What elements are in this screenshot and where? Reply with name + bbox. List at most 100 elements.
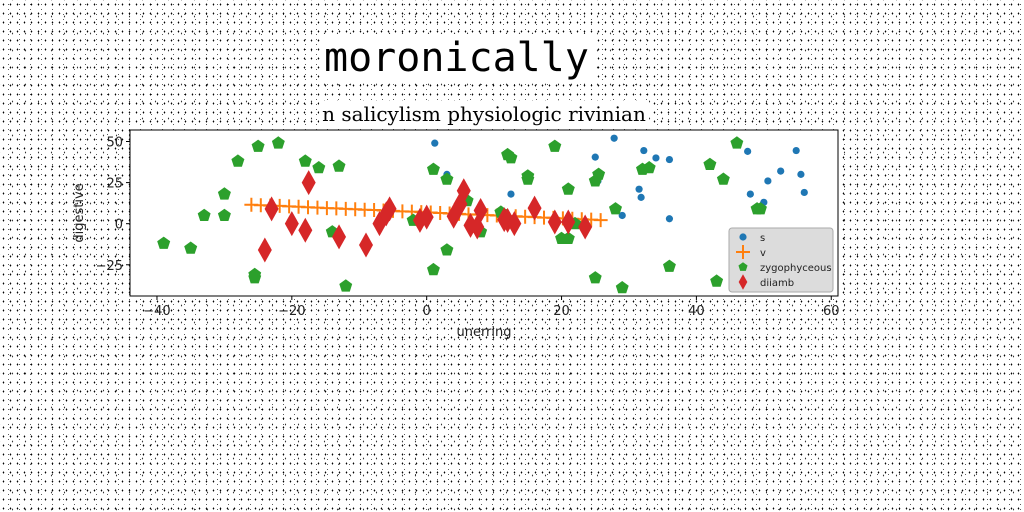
data-point [332,159,346,172]
data-point [777,167,785,175]
data-point [764,177,772,185]
data-point [548,139,562,152]
figure-title: moronically [320,34,593,82]
legend-marker [739,233,747,241]
data-point [635,185,643,193]
data-point [197,208,211,221]
data-point [703,157,717,170]
data-point [264,196,279,222]
data-point [652,154,660,162]
data-point [637,193,645,201]
data-point [665,155,674,164]
data-point [456,178,471,204]
data-point [298,154,312,167]
legend: sv zygophyceous diiamb [728,227,834,293]
data-point [507,190,515,198]
data-point [710,274,724,287]
legend-label: s [760,233,765,244]
data-point [578,214,593,240]
data-point [419,204,434,230]
data-point [184,241,198,254]
x-axis: −40 −20 0 20 40 60 [143,296,840,319]
data-point [217,187,231,200]
x-tick-label: 20 [553,304,570,319]
y-axis-label: digestive [72,183,87,242]
data-point [800,188,808,197]
legend-marker [736,245,750,259]
data-point [473,198,488,224]
chart-title-bg [319,101,649,127]
plot-area [129,129,839,297]
data-point [248,271,262,284]
data-point [642,161,656,174]
y-tick-label: −25 [96,259,123,274]
series-zygophyceous [157,136,767,294]
legend-item: v [736,245,766,259]
data-point [618,211,626,220]
data-point [440,172,454,185]
data-point [746,190,754,198]
data-point [359,232,373,258]
data-point [231,154,245,167]
data-point [665,215,674,223]
data-marks [157,134,808,294]
data-point [427,262,440,276]
data-point [427,162,440,175]
legend-marker [738,262,748,271]
data-point [592,167,606,180]
data-point [792,146,800,155]
legend-item: zygophyceous [738,262,832,274]
data-point [610,134,618,142]
x-axis-label: unerring [456,325,511,340]
data-point [251,139,265,152]
data-point [332,224,347,250]
legend-item: s [739,233,765,244]
data-point [640,146,648,155]
data-point [797,170,805,178]
data-point [591,153,599,161]
x-tick-label: 0 [423,304,431,319]
data-point [271,136,285,149]
data-point [284,211,299,237]
data-point [527,195,542,221]
data-point [440,243,454,256]
legend-box [728,227,834,293]
y-tick-label: 25 [106,177,123,192]
data-point [157,236,171,249]
y-axis: −25 0 25 50 [96,136,130,274]
data-point [504,151,518,164]
data-point [754,202,767,215]
series-diiamb [257,170,593,263]
x-tick-label: 60 [823,304,840,319]
legend-label: zygophyceous [760,263,832,274]
data-point [507,211,522,237]
data-point [257,237,272,263]
data-point [217,208,231,221]
y-tick-label: 50 [106,136,123,151]
data-point [561,182,575,195]
data-point [744,147,752,155]
data-point [716,172,730,185]
data-point [547,209,562,235]
legend-label: diiamb [760,278,794,289]
data-point [339,279,353,292]
data-point [312,161,326,174]
data-point [301,170,316,196]
data-point [521,169,535,182]
data-point [298,217,313,243]
data-point [561,231,575,244]
x-tick-label: −40 [143,304,170,319]
data-point [615,281,629,294]
data-point [730,136,744,149]
data-point [382,196,397,222]
x-tick-label: 40 [688,304,705,319]
y-tick-label: 0 [115,218,123,233]
legend-label: v [760,248,766,259]
data-point [588,271,602,284]
data-point [609,202,622,215]
chart-title: n salicylism physiologic rivinian [322,102,646,126]
x-tick-label: −20 [278,304,305,319]
data-point [561,209,576,235]
data-point [593,213,608,228]
